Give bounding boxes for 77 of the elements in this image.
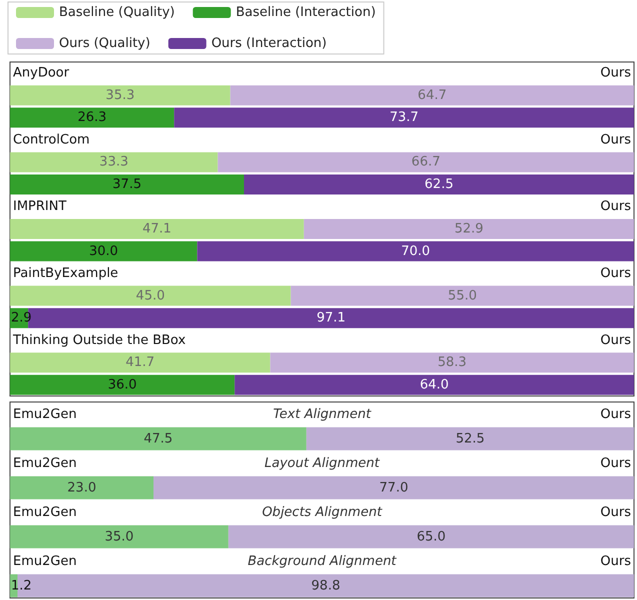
bar <box>174 108 634 128</box>
y-tick-label: AnyDoor <box>13 66 70 81</box>
bar <box>218 152 634 172</box>
data-label: 47.1 <box>142 222 172 236</box>
data-label: 35.3 <box>106 88 135 103</box>
data-label: 52.5 <box>456 431 485 446</box>
data-label: 98.8 <box>311 578 340 594</box>
y-tick-label: Thinking Outside the BBox <box>12 332 186 348</box>
data-label: 37.5 <box>112 176 142 192</box>
data-label: 77.0 <box>379 480 408 496</box>
bar <box>10 108 174 128</box>
y-tick-label: PaintByExample <box>13 266 118 282</box>
data-label: 26.3 <box>78 110 107 126</box>
data-label: 33.3 <box>99 154 128 170</box>
data-label: 41.7 <box>126 355 155 370</box>
bar <box>10 427 306 450</box>
data-label: 62.5 <box>424 176 454 192</box>
annotation: Text Alignment <box>273 406 372 422</box>
bar <box>230 85 634 106</box>
y2-tick-label: Ours <box>600 66 632 81</box>
y-tick-label: IMPRINT <box>13 199 66 214</box>
y2-tick-label: Ours <box>600 199 632 214</box>
bar <box>304 219 634 239</box>
data-label: 64.7 <box>418 88 447 103</box>
data-label: 58.3 <box>438 355 467 370</box>
legend-label: Ours (Quality) <box>59 36 150 51</box>
data-label: 52.9 <box>454 222 484 236</box>
data-label: 64.0 <box>420 377 449 392</box>
bar <box>10 174 244 194</box>
data-label: 97.1 <box>316 310 346 326</box>
y2-tick-label: Ours <box>600 554 632 569</box>
data-label: 73.7 <box>390 110 419 126</box>
data-label: 35.0 <box>104 529 134 544</box>
bar <box>10 352 270 373</box>
y-tick-label: Emu2Gen <box>13 554 77 569</box>
y-tick-label: Emu2Gen <box>13 504 77 520</box>
bar <box>10 525 228 548</box>
y2-tick-label: Ours <box>600 504 632 520</box>
y2-tick-label: Ours <box>600 332 632 348</box>
data-label: 23.0 <box>67 480 96 496</box>
y-tick-label: ControlCom <box>13 132 90 148</box>
bar <box>154 476 634 500</box>
bar <box>10 286 291 306</box>
bar <box>10 152 218 172</box>
y2-tick-label: Ours <box>600 132 632 148</box>
y-tick-label: Emu2Gen <box>13 456 77 471</box>
bar <box>10 85 230 106</box>
annotation: Objects Alignment <box>262 504 383 520</box>
bar <box>228 525 634 548</box>
y2-tick-label: Ours <box>600 456 632 471</box>
annotation: Background Alignment <box>248 554 398 569</box>
data-label: 70.0 <box>401 244 430 259</box>
legend-label: Ours (Interaction) <box>211 36 327 51</box>
data-label: 47.5 <box>144 431 173 446</box>
data-label: 66.7 <box>411 154 440 170</box>
legend-label: Baseline (Quality) <box>59 5 175 20</box>
bar <box>10 219 304 239</box>
data-label: 55.0 <box>448 288 477 304</box>
bar <box>306 427 634 450</box>
data-label: 30.0 <box>89 244 118 259</box>
data-label: 45.0 <box>136 288 165 304</box>
bar <box>10 374 235 395</box>
bar <box>244 174 634 194</box>
bar <box>290 286 634 306</box>
bar <box>234 374 634 395</box>
data-label: 36.0 <box>108 377 137 392</box>
data-label: 65.0 <box>416 529 446 544</box>
y2-tick-label: Ours <box>600 266 632 282</box>
annotation: Layout Alignment <box>264 456 380 471</box>
y2-tick-label: Ours <box>600 406 632 422</box>
bar <box>10 241 198 262</box>
bar <box>270 352 634 373</box>
bar <box>10 476 154 500</box>
y-tick-label: Emu2Gen <box>13 406 77 422</box>
legend-label: Baseline (Interaction) <box>236 5 376 20</box>
bar <box>197 241 634 262</box>
data-label: 1.2 <box>11 578 32 594</box>
